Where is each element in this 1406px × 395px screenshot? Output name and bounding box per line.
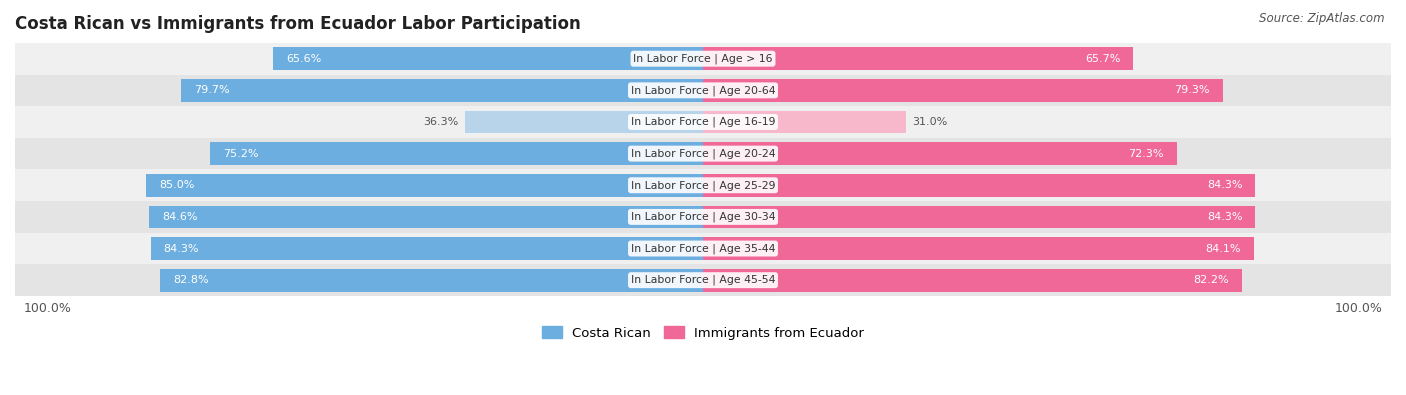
Legend: Costa Rican, Immigrants from Ecuador: Costa Rican, Immigrants from Ecuador <box>537 321 869 345</box>
Text: 84.3%: 84.3% <box>1206 180 1243 190</box>
Text: In Labor Force | Age 20-64: In Labor Force | Age 20-64 <box>631 85 775 96</box>
Text: 84.6%: 84.6% <box>162 212 197 222</box>
Text: 31.0%: 31.0% <box>912 117 948 127</box>
Bar <box>703 111 905 134</box>
Text: Source: ZipAtlas.com: Source: ZipAtlas.com <box>1260 12 1385 25</box>
Text: In Labor Force | Age 25-29: In Labor Force | Age 25-29 <box>631 180 775 190</box>
Bar <box>15 75 1391 106</box>
Bar <box>703 269 1241 292</box>
Text: 65.7%: 65.7% <box>1085 54 1121 64</box>
Text: 85.0%: 85.0% <box>159 180 194 190</box>
Text: 84.1%: 84.1% <box>1205 244 1241 254</box>
Text: 75.2%: 75.2% <box>224 149 259 159</box>
Bar <box>703 205 1256 228</box>
Bar <box>273 47 703 70</box>
Text: 84.3%: 84.3% <box>163 244 200 254</box>
Bar <box>149 205 703 228</box>
Bar <box>703 237 1254 260</box>
Bar <box>465 111 703 134</box>
Text: 79.3%: 79.3% <box>1174 85 1209 95</box>
Bar <box>160 269 703 292</box>
Bar <box>15 106 1391 138</box>
Text: In Labor Force | Age 45-54: In Labor Force | Age 45-54 <box>631 275 775 286</box>
Text: 65.6%: 65.6% <box>287 54 322 64</box>
Text: 82.2%: 82.2% <box>1192 275 1229 285</box>
Bar <box>181 79 703 102</box>
Bar <box>703 142 1177 165</box>
Bar <box>150 237 703 260</box>
Text: Costa Rican vs Immigrants from Ecuador Labor Participation: Costa Rican vs Immigrants from Ecuador L… <box>15 15 581 33</box>
Text: In Labor Force | Age > 16: In Labor Force | Age > 16 <box>633 53 773 64</box>
Bar <box>146 174 703 197</box>
Text: In Labor Force | Age 16-19: In Labor Force | Age 16-19 <box>631 117 775 127</box>
Bar <box>15 138 1391 169</box>
Bar <box>703 174 1256 197</box>
Bar <box>15 43 1391 75</box>
Text: 84.3%: 84.3% <box>1206 212 1243 222</box>
Text: 79.7%: 79.7% <box>194 85 229 95</box>
Bar <box>15 169 1391 201</box>
Bar <box>703 47 1133 70</box>
Text: In Labor Force | Age 35-44: In Labor Force | Age 35-44 <box>631 243 775 254</box>
Bar <box>211 142 703 165</box>
Bar <box>15 201 1391 233</box>
Bar <box>703 79 1223 102</box>
Text: 82.8%: 82.8% <box>173 275 209 285</box>
Text: 36.3%: 36.3% <box>423 117 458 127</box>
Text: In Labor Force | Age 30-34: In Labor Force | Age 30-34 <box>631 212 775 222</box>
Text: 72.3%: 72.3% <box>1128 149 1164 159</box>
Bar <box>15 264 1391 296</box>
Bar <box>15 233 1391 264</box>
Text: In Labor Force | Age 20-24: In Labor Force | Age 20-24 <box>631 149 775 159</box>
